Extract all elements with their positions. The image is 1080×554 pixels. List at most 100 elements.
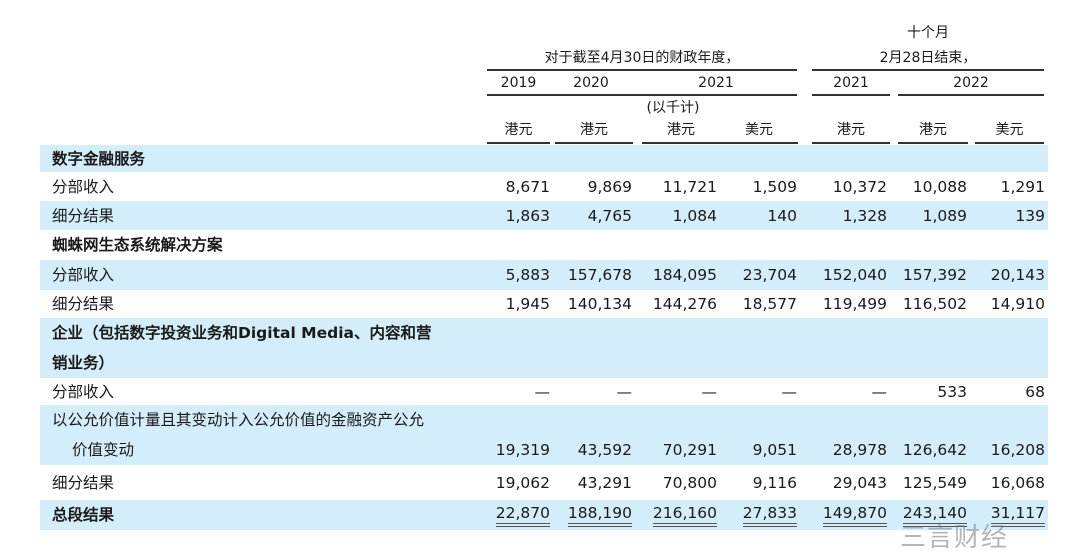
currency-header: 港元 <box>667 122 695 138</box>
value-text: 1,945 <box>505 295 550 313</box>
value-text: 152,040 <box>822 266 887 284</box>
value-text: 10,088 <box>912 177 967 196</box>
cell-value: 16,208 <box>970 435 1048 465</box>
value-text: 29,043 <box>832 473 887 492</box>
currency-header: 港元 <box>837 122 865 138</box>
currency-header: 美元 <box>745 122 773 138</box>
cell-value: — <box>720 383 800 401</box>
cell-value: 9,116 <box>720 474 800 492</box>
year-2022: 2022 <box>953 75 989 91</box>
divider <box>812 94 890 96</box>
cell-value: 9,869 <box>553 178 635 196</box>
row-label: 总段结果 <box>40 500 485 530</box>
row-label-text: 分部收入 <box>52 266 115 284</box>
cell-value: 19,062 <box>485 474 553 492</box>
row-label: 蜘蛛网生态系统解决方案 <box>40 230 485 260</box>
currency-header: 美元 <box>995 122 1024 138</box>
cell-value: 1,328 <box>800 207 890 225</box>
value-text: 9,116 <box>752 473 797 492</box>
value-text: 43,592 <box>577 441 632 459</box>
cell-value: 216,160 <box>635 504 720 527</box>
row-label-text: 细分结果 <box>52 206 115 225</box>
value-text: 31,117 <box>990 504 1045 527</box>
cell-value: 139 <box>970 207 1048 225</box>
value-text: 1,084 <box>672 206 717 225</box>
value-text: 149,870 <box>822 504 887 527</box>
currency-header: 港元 <box>919 122 947 138</box>
value-text: 20,143 <box>990 266 1045 284</box>
cell-value: 22,870 <box>485 504 553 527</box>
year-2021-ten-months: 2021 <box>833 75 869 91</box>
cell-value: 43,592 <box>553 435 635 465</box>
value-text: 140,134 <box>567 295 632 313</box>
value-text: 140 <box>767 206 797 225</box>
divider <box>898 142 968 144</box>
value-text: 5,883 <box>505 266 550 284</box>
value-text: 184,095 <box>652 266 717 284</box>
value-text: 10,372 <box>832 177 887 196</box>
row-label: 细分结果 <box>40 468 485 498</box>
divider <box>812 69 1044 71</box>
header-ended: 2月28日结束， <box>879 50 977 66</box>
value-text: 216,160 <box>652 504 717 527</box>
table-row: 细分结果 1,945 140,134 144,276 18,577 119,499 116,… <box>40 290 1048 318</box>
cell-value: 1,089 <box>890 207 970 225</box>
value-text: 4,765 <box>587 206 632 225</box>
value-text: — <box>616 382 633 401</box>
divider <box>487 69 797 71</box>
value-text: — <box>871 382 888 401</box>
value-text: 139 <box>1015 206 1045 225</box>
value-text: 8,671 <box>505 177 550 196</box>
cell-value: 70,800 <box>635 474 720 492</box>
cell-value: 29,043 <box>800 474 890 492</box>
cell-value: 10,372 <box>800 178 890 196</box>
value-text: 126,642 <box>902 441 967 459</box>
cell-value: 184,095 <box>635 266 720 284</box>
divider <box>487 142 550 144</box>
cell-value: 144,276 <box>635 295 720 313</box>
table-row: 分部收入 8,671 9,869 11,721 1,509 10,372 10,088 1,2… <box>40 172 1048 201</box>
cell-value: 1,509 <box>720 178 800 196</box>
row-label: 数字金融服务 <box>40 144 485 174</box>
cell-value: 19,319 <box>485 435 553 465</box>
row-label-text: 价值变动 <box>72 441 135 459</box>
divider <box>975 142 1044 144</box>
value-text: 9,869 <box>587 177 632 196</box>
value-text: 125,549 <box>902 473 967 492</box>
cell-value: 4,765 <box>553 207 635 225</box>
cell-value: 14,910 <box>970 295 1048 313</box>
divider <box>642 142 720 144</box>
value-text: 18,577 <box>742 295 797 313</box>
value-text: 14,910 <box>990 295 1045 313</box>
cell-value: 533 <box>890 383 970 401</box>
currency-header: 港元 <box>504 122 533 138</box>
value-text: 533 <box>937 382 967 401</box>
table-row: 蜘蛛网生态系统解决方案 <box>40 230 1048 260</box>
cell-value: 11,721 <box>635 178 720 196</box>
row-label: 细分结果 <box>40 201 485 231</box>
cell-value: 16,068 <box>970 474 1048 492</box>
row-label-text: 以公允价值计量且其变动计入公允价值的金融资产公允 <box>52 411 425 429</box>
divider <box>812 142 890 144</box>
row-label-text: 细分结果 <box>52 473 115 492</box>
value-text: 9,051 <box>752 441 797 459</box>
value-text: 157,678 <box>567 266 632 284</box>
table-row: 细分结果 1,863 4,765 1,084 140 1,328 1,089 139 <box>40 201 1048 230</box>
value-text: 144,276 <box>652 295 717 313</box>
cell-value: 149,870 <box>800 504 890 527</box>
table-row: 分部收入 5,883 157,678 184,095 23,704 152,040 157,… <box>40 260 1048 290</box>
row-label: 分部收入 <box>40 260 485 290</box>
cell-value: — <box>800 383 890 401</box>
cell-value: 140,134 <box>553 295 635 313</box>
cell-value: 1,945 <box>485 295 553 313</box>
table-row: 总段结果 22,870 188,190 216,160 27,833 149,870 243… <box>40 500 1048 530</box>
cell-value: 68 <box>970 383 1048 401</box>
cell-value: 116,502 <box>890 295 970 313</box>
watermark: 三言财经 <box>900 523 1009 553</box>
row-label-text: 总段结果 <box>52 506 115 524</box>
divider <box>555 142 633 144</box>
cell-value: 31,117 <box>970 504 1048 527</box>
cell-value: 8,671 <box>485 178 553 196</box>
cell-value: 1,863 <box>485 207 553 225</box>
cell-value: 20,143 <box>970 266 1048 284</box>
